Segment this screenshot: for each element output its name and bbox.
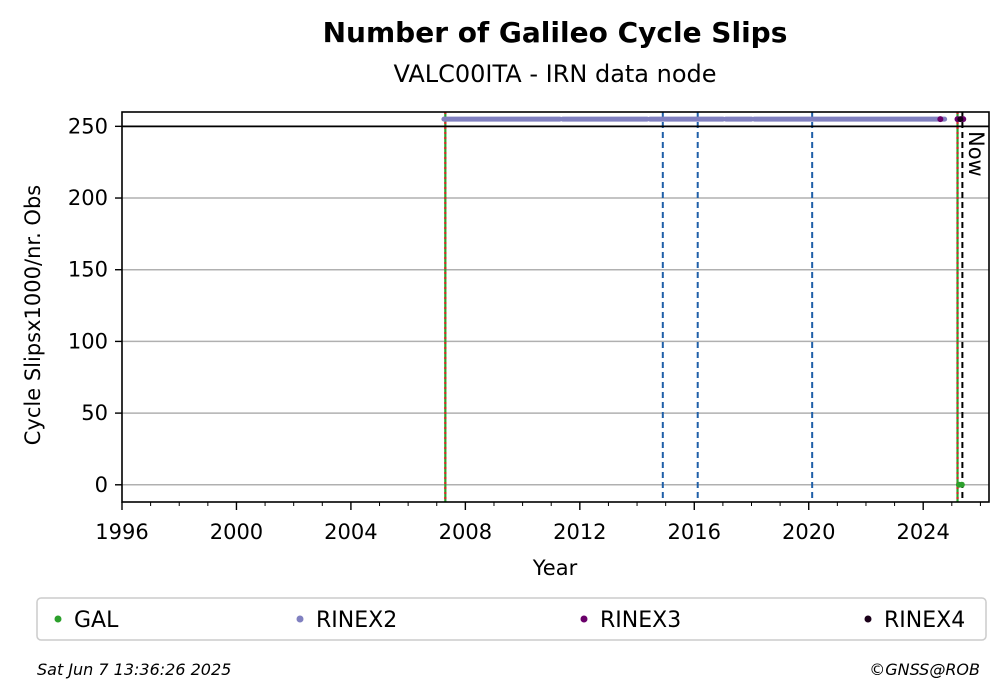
y-axis-label: Cycle Slipsx1000/nr. Obs [21,185,45,445]
legend-label-rinex4: RINEX4 [884,608,965,633]
chart-subtitle: VALC00ITA - IRN data node [393,60,716,88]
axis-ticks: 0 50 100 150 200 250 1996 2000 2004 2008 2012 2016 2… [68,114,981,544]
gridlines [122,125,989,486]
legend: GAL RINEX2 RINEX3 RINEX4 [54,608,965,633]
legend-label-gal: GAL [74,608,119,633]
legend-marker-rinex4 [864,615,872,623]
event-lines [444,112,964,502]
legend-label-rinex2: RINEX2 [316,608,397,633]
credit: ©GNSS@ROB [869,660,980,679]
legend-label-rinex3: RINEX3 [600,608,681,633]
timestamp: Sat Jun 7 13:36:26 2025 [37,660,231,679]
x-tick-label: 2020 [782,520,835,544]
legend-marker-rinex3 [580,615,588,623]
x-tick-label: 2012 [553,520,606,544]
x-tick-label: 2008 [439,520,492,544]
chart-title: Number of Galileo Cycle Slips [323,16,788,49]
x-tick-label: 2004 [324,520,377,544]
x-tick-label: 1996 [95,520,148,544]
x-tick-label: 2024 [896,520,949,544]
x-tick-label: 2000 [210,520,263,544]
y-tick-label: 150 [68,258,108,282]
legend-marker-gal [54,615,62,623]
y-tick-label: 50 [81,401,108,425]
plot-frame [121,111,990,503]
y-tick-label: 250 [68,114,108,138]
legend-marker-rinex2 [296,615,304,623]
x-axis-label: Year [532,556,578,580]
y-tick-label: 200 [68,186,108,210]
data-marks [441,116,967,488]
legend-box [36,597,987,641]
x-tick-label: 2016 [668,520,721,544]
y-tick-label: 100 [68,329,108,353]
now-label: Now [964,131,988,177]
rinex3-point [937,116,944,123]
gal-point [958,481,965,488]
y-tick-label: 0 [95,473,108,497]
rinex4-point [957,116,964,123]
